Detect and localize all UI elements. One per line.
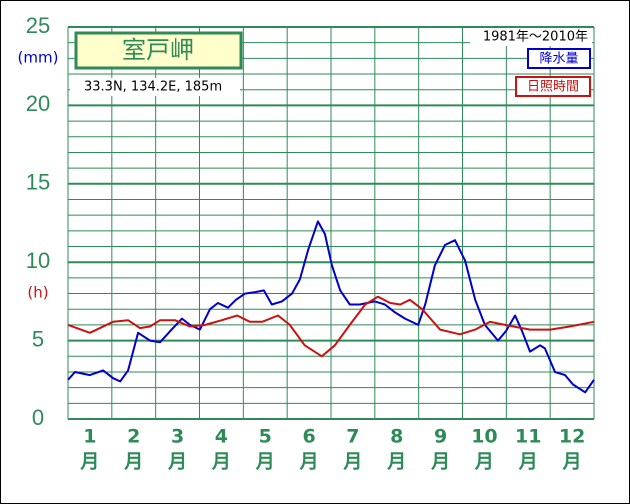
series-line (67, 295, 595, 358)
x-tick-unit: 月 (79, 451, 99, 473)
lines (67, 220, 595, 394)
x-tick-label: 11 (515, 426, 541, 448)
period: 1981年～2010年 (483, 30, 588, 45)
legend-box (515, 76, 591, 97)
period-bg (470, 28, 592, 46)
legend-box (527, 48, 591, 69)
subtitle-bg (70, 78, 240, 96)
x-tick-label: 10 (471, 426, 497, 448)
y-tick-label: 20 (26, 91, 50, 116)
x-tick-label: 9 (434, 426, 447, 448)
x-tick-label: 2 (127, 426, 140, 448)
y-tick-label: 25 (26, 13, 50, 38)
x-tick-unit: 月 (342, 451, 362, 473)
x-tick-label: 1 (83, 426, 96, 448)
y-unit: (mm) (18, 49, 59, 67)
x-tick-label: 6 (302, 426, 315, 448)
legend-label: 降水量 (539, 52, 578, 67)
legend-label: 日照時間 (527, 80, 579, 95)
x-tick-label: 7 (346, 426, 359, 448)
x-tick-label: 4 (215, 426, 228, 448)
y-tick-label: 5 (32, 326, 44, 351)
x-tick-unit: 月 (123, 451, 143, 473)
x-tick-label: 3 (171, 426, 184, 448)
x-tick-unit: 月 (562, 451, 582, 473)
x-tick-unit: 月 (299, 451, 319, 473)
x-tick-label: 8 (390, 426, 403, 448)
x-tick-unit: 月 (211, 451, 231, 473)
y-tick-label: 0 (32, 405, 44, 430)
series-line (67, 220, 595, 394)
x-tick-label: 5 (259, 426, 272, 448)
x-tick-unit: 月 (474, 451, 494, 473)
y-tick-label: 15 (26, 170, 50, 195)
x-tick-unit: 月 (167, 451, 187, 473)
chart-title: 室戸岬 (122, 36, 194, 64)
x-tick-unit: 月 (430, 451, 450, 473)
x-tick-unit: 月 (386, 451, 406, 473)
x-tick-unit: 月 (518, 451, 538, 473)
x-tick-label: 12 (559, 426, 585, 448)
subtitle: 33.3N, 134.2E, 185m (84, 80, 222, 95)
y-unit-2: (h) (27, 284, 48, 302)
grid (67, 26, 595, 420)
title-box (74, 31, 243, 70)
x-tick-unit: 月 (255, 451, 275, 473)
y-tick-label: 10 (26, 248, 50, 273)
